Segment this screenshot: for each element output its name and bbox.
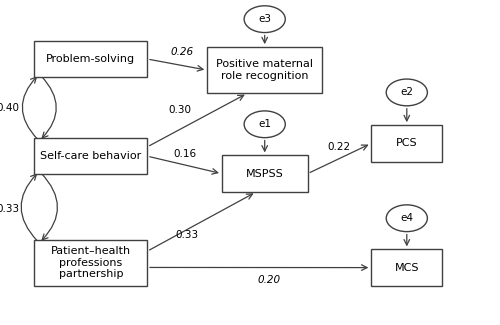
Text: e1: e1 <box>258 119 271 129</box>
Circle shape <box>244 111 286 138</box>
Circle shape <box>386 79 428 106</box>
Text: 0.16: 0.16 <box>173 149 196 159</box>
Text: Problem-solving: Problem-solving <box>46 54 136 64</box>
Text: e4: e4 <box>400 213 413 223</box>
FancyBboxPatch shape <box>34 41 147 77</box>
Text: 0.26: 0.26 <box>170 46 194 57</box>
Text: MCS: MCS <box>394 263 419 273</box>
Text: 0.33: 0.33 <box>176 229 199 240</box>
Text: 0.33: 0.33 <box>0 204 19 215</box>
Text: MSPSS: MSPSS <box>246 169 284 179</box>
FancyBboxPatch shape <box>34 138 147 175</box>
Circle shape <box>244 6 286 32</box>
Text: e2: e2 <box>400 87 413 98</box>
Text: 0.22: 0.22 <box>328 142 351 152</box>
Text: 0.40: 0.40 <box>0 103 19 112</box>
Text: Positive maternal
role recognition: Positive maternal role recognition <box>216 59 313 81</box>
FancyBboxPatch shape <box>372 125 442 162</box>
FancyBboxPatch shape <box>34 240 147 286</box>
FancyBboxPatch shape <box>207 47 322 93</box>
Text: Self-care behavior: Self-care behavior <box>40 151 142 161</box>
Text: PCS: PCS <box>396 138 417 149</box>
Text: e3: e3 <box>258 14 271 24</box>
FancyBboxPatch shape <box>372 249 442 286</box>
Text: 0.30: 0.30 <box>168 105 192 115</box>
Text: 0.20: 0.20 <box>258 276 280 285</box>
FancyBboxPatch shape <box>222 155 308 192</box>
Text: Patient–health
professions
partnership: Patient–health professions partnership <box>50 246 131 280</box>
Circle shape <box>386 205 428 232</box>
